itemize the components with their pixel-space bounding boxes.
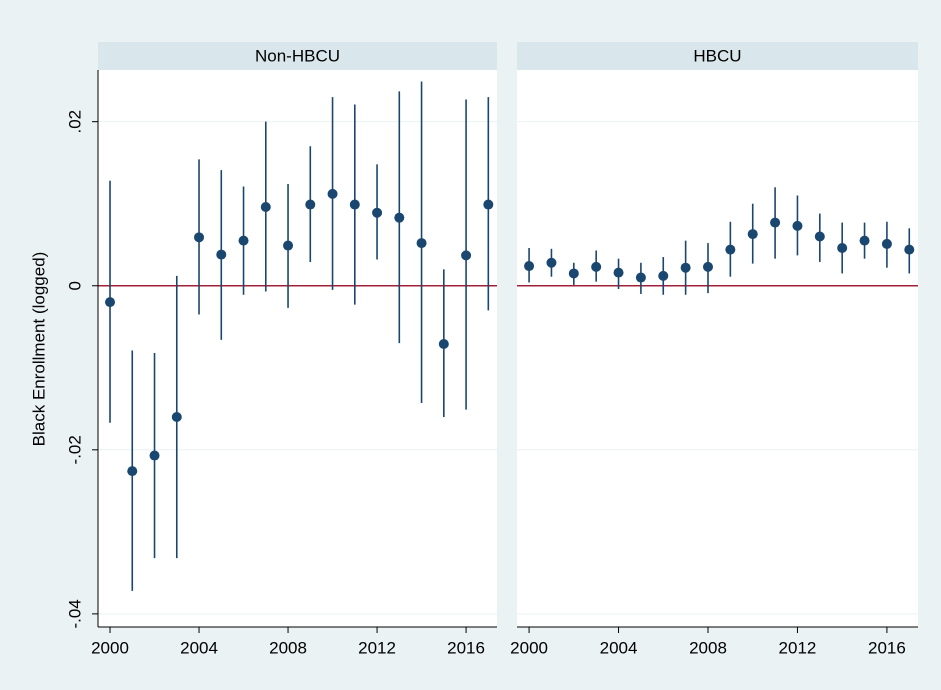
x-tick-label: 2016	[868, 638, 906, 657]
point	[194, 232, 205, 243]
y-tick-label: -.04	[65, 599, 84, 628]
y-tick-label: -.02	[65, 435, 84, 464]
point	[837, 243, 848, 254]
x-tick-label: 2016	[447, 638, 485, 657]
point	[680, 262, 691, 273]
point	[394, 212, 405, 223]
point	[327, 188, 338, 199]
panel-header	[98, 42, 497, 70]
x-tick-label: 2008	[269, 638, 307, 657]
x-tick-label: 2004	[180, 638, 218, 657]
plot-area	[517, 70, 918, 627]
point	[461, 250, 472, 261]
point	[260, 201, 271, 212]
point	[216, 249, 227, 260]
x-tick-label: 2000	[91, 638, 129, 657]
point	[127, 466, 138, 477]
plot-area	[98, 70, 497, 627]
point	[438, 338, 449, 349]
panel-title: HBCU	[693, 46, 741, 65]
point	[747, 229, 758, 240]
point	[904, 244, 915, 255]
x-tick-label: 2000	[510, 638, 548, 657]
point	[635, 272, 646, 283]
point	[546, 257, 557, 268]
point	[483, 199, 494, 210]
x-tick-label: 2008	[689, 638, 727, 657]
point	[416, 238, 427, 249]
point	[792, 220, 803, 231]
point	[568, 268, 579, 279]
point	[349, 199, 360, 210]
point	[372, 207, 383, 218]
x-tick-label: 2004	[600, 638, 638, 657]
point	[770, 217, 781, 228]
point	[859, 235, 870, 246]
point	[613, 267, 624, 278]
x-tick-label: 2012	[358, 638, 396, 657]
point	[814, 231, 825, 242]
point	[524, 261, 535, 272]
panel-header	[517, 42, 918, 70]
point	[305, 199, 316, 210]
y-tick-label: 0	[65, 281, 84, 290]
point	[171, 411, 182, 422]
point	[238, 235, 249, 246]
point	[725, 244, 736, 255]
point	[105, 297, 116, 308]
point	[591, 261, 602, 272]
x-tick-label: 2012	[779, 638, 817, 657]
y-tick-label: .02	[65, 110, 84, 134]
point	[881, 238, 892, 249]
y-axis-label: Black Enrollment (logged)	[29, 252, 48, 447]
point	[283, 240, 294, 251]
point	[658, 270, 669, 281]
panel-title: Non-HBCU	[255, 46, 340, 65]
point	[149, 450, 160, 461]
point	[702, 261, 713, 272]
